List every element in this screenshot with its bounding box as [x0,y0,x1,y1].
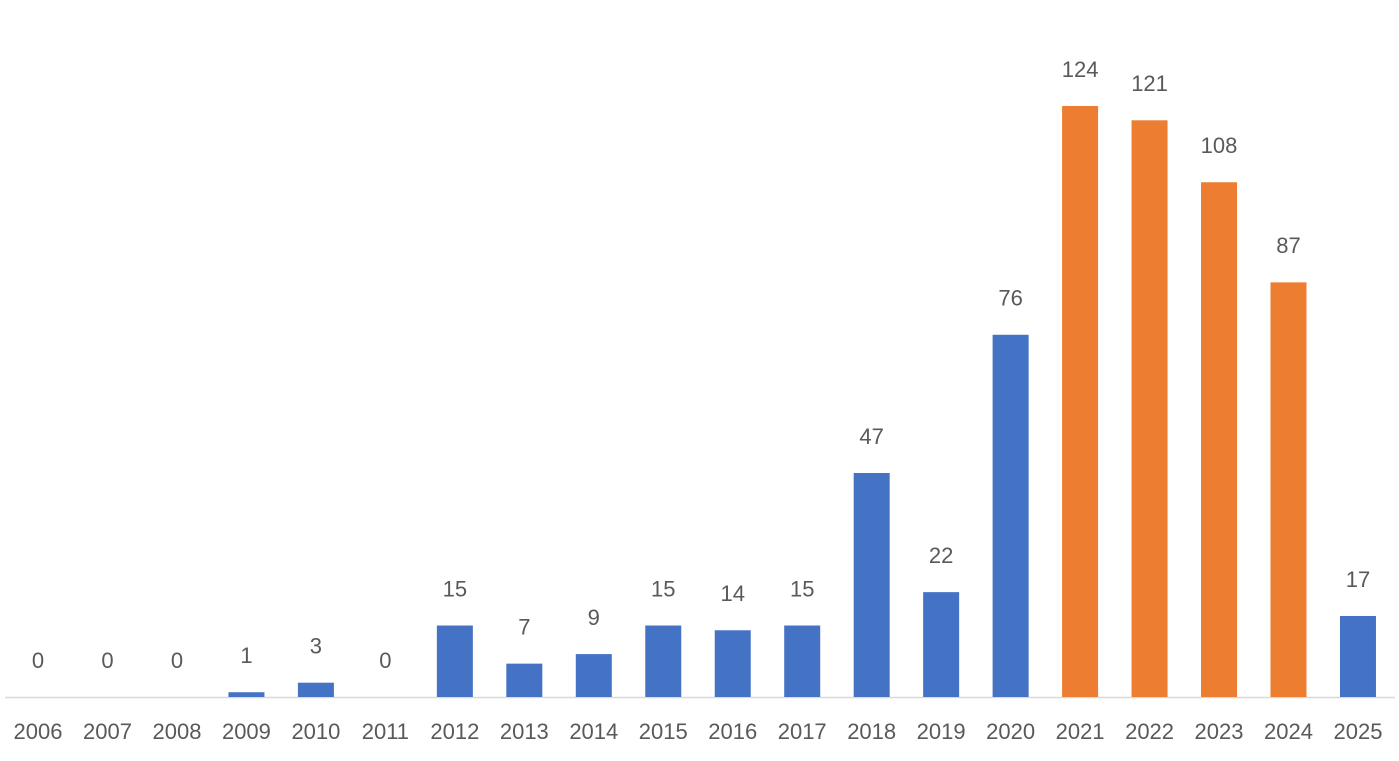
data-label: 9 [588,605,600,630]
bar [575,654,612,697]
x-tick-label: 2019 [917,719,966,744]
x-tick-label: 2018 [847,719,896,744]
x-tick-label: 2017 [778,719,827,744]
data-label: 87 [1276,233,1300,258]
x-tick-label: 2009 [222,719,271,744]
bar [1201,182,1238,698]
bar [923,592,960,697]
data-label: 121 [1131,71,1168,96]
data-label: 22 [929,543,953,568]
bar [645,625,682,697]
bar [992,334,1029,697]
x-tick-label: 2012 [430,719,479,744]
bar [506,663,543,697]
data-label: 0 [101,648,113,673]
bar [1131,120,1168,697]
bar [784,625,821,697]
bar [1270,282,1307,697]
x-tick-label: 2010 [291,719,340,744]
x-tick-label: 2025 [1333,719,1382,744]
x-tick-label: 2013 [500,719,549,744]
bar [297,682,334,697]
x-tick-label: 2021 [1056,719,1105,744]
data-label: 124 [1062,57,1099,82]
data-label: 76 [998,286,1022,311]
bar [1339,615,1376,697]
x-tick-label: 2024 [1264,719,1313,744]
bar [714,630,751,697]
bar [853,472,890,697]
bar [1062,106,1099,697]
bar [436,625,473,697]
data-label: 15 [790,576,814,601]
data-label: 15 [443,576,467,601]
bar [228,692,265,697]
data-label: 17 [1346,567,1370,592]
x-tick-label: 2015 [639,719,688,744]
data-label: 3 [310,634,322,659]
data-label: 15 [651,576,675,601]
x-tick-label: 2016 [708,719,757,744]
data-label: 108 [1201,133,1238,158]
x-tick-label: 2008 [152,719,201,744]
x-tick-label: 2023 [1195,719,1244,744]
data-label: 7 [518,614,530,639]
data-label: 0 [32,648,44,673]
x-tick-label: 2022 [1125,719,1174,744]
x-tick-label: 2006 [14,719,63,744]
data-label: 0 [171,648,183,673]
x-tick-label: 2020 [986,719,1035,744]
x-tick-label: 2007 [83,719,132,744]
x-tick-label: 2014 [569,719,618,744]
data-label: 1 [240,643,252,668]
data-label: 0 [379,648,391,673]
x-tick-label: 2011 [362,719,409,744]
data-label: 14 [720,581,744,606]
data-label: 47 [859,424,883,449]
